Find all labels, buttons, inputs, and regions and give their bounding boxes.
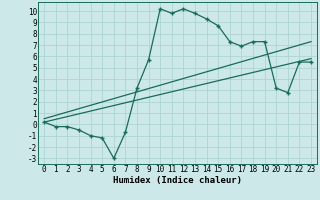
X-axis label: Humidex (Indice chaleur): Humidex (Indice chaleur) [113, 176, 242, 185]
